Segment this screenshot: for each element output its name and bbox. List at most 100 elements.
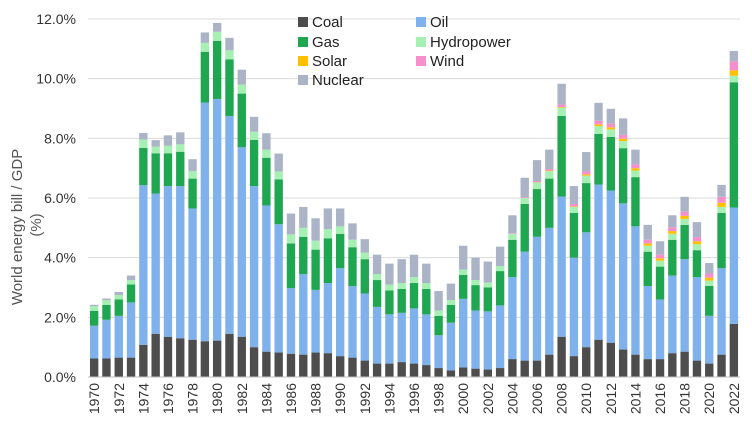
bar-segment-gas-1986 [287,243,295,288]
bar-segment-gas-1974 [139,148,147,185]
bar-segment-nuclear-1983 [250,117,258,132]
x-tick-label: 1996 [406,383,422,414]
bar-segment-nuclear-2018 [680,197,688,212]
bar-segment-coal-1994 [385,364,393,377]
x-tick-label: 1990 [332,383,348,414]
bar-segment-hydropower-2009 [570,207,578,213]
bar-segment-coal-1987 [299,355,307,377]
bar-segment-nuclear-1997 [422,264,430,283]
bar-segment-nuclear-1993 [373,255,381,274]
bar-segment-solar-2009 [570,206,578,207]
bar-segment-coal-2008 [557,337,565,377]
bar-segment-gas-2017 [668,240,676,276]
bar-segment-nuclear-1971 [102,299,110,301]
bar-segment-oil-1983 [250,186,258,347]
bar-segment-coal-1995 [398,362,406,377]
bar-segment-oil-2020 [705,316,713,364]
bar-segment-oil-1988 [311,290,319,353]
bar-segment-nuclear-1986 [287,214,295,235]
bar-segment-hydropower-1982 [238,85,246,94]
bar-segment-wind-2005 [521,197,529,198]
bar-segment-oil-2002 [484,311,492,369]
bar-segment-hydropower-2005 [521,198,529,204]
bar-segment-coal-2012 [607,343,615,377]
bar-segment-coal-1998 [434,368,442,377]
x-tick-label: 1976 [160,383,176,414]
bar-segment-gas-2011 [594,134,602,185]
y-axis-title-line-1: World energy bill / GDP [9,149,26,305]
legend-label-oil: Oil [430,14,448,31]
bar-segment-oil-2013 [619,203,627,349]
bar-segment-oil-2019 [693,277,701,361]
bar-segment-nuclear-2005 [521,178,529,197]
bar-segment-nuclear-1978 [188,159,196,171]
bar-segment-gas-1998 [434,316,442,335]
x-tick-label: 1992 [357,383,373,414]
bar-segment-hydropower-1985 [274,171,282,179]
bar-segment-gas-1997 [422,289,430,314]
bar-segment-wind-2018 [680,212,688,216]
bar-segment-oil-2017 [668,276,676,354]
x-tick-label: 2002 [480,383,496,414]
bar-segment-hydropower-2020 [705,281,713,286]
bar-segment-gas-2008 [557,116,565,197]
bar-segment-solar-2011 [594,124,602,126]
bar-segment-gas-2018 [680,225,688,259]
bar-segment-oil-2021 [717,268,725,355]
bar-segment-hydropower-2004 [508,234,516,240]
bar-segment-gas-2013 [619,148,627,203]
x-tick-label: 2000 [455,383,471,414]
bar-segment-wind-2019 [693,237,701,241]
bar-segment-oil-1985 [274,224,282,352]
bar-segment-gas-2019 [693,250,701,277]
bar-segment-gas-1990 [336,234,344,268]
bar-segment-nuclear-2022 [730,51,738,61]
y-tick-label: 4.0% [44,250,76,266]
bar-segment-coal-2021 [717,355,725,377]
bar-segment-coal-1982 [238,337,246,377]
bar-segment-wind-2013 [619,135,627,139]
bar-segment-wind-2006 [533,181,541,182]
bar-segment-hydropower-2011 [594,126,602,134]
x-tick-label: 2010 [578,383,594,414]
bar-segment-nuclear-1991 [348,223,356,239]
bar-segment-gas-1991 [348,247,356,286]
bar-segment-coal-2019 [693,361,701,377]
bar-segment-nuclear-2002 [484,262,492,283]
x-tick-label: 1972 [111,383,127,414]
bar-segment-nuclear-2007 [545,150,553,169]
bar-segment-coal-1974 [139,345,147,377]
bar-segment-hydropower-2008 [557,108,565,116]
bar-segment-coal-1971 [102,359,110,377]
bar-segment-gas-1982 [238,94,246,148]
legend-label-nuclear: Nuclear [312,72,364,89]
bar-segment-oil-1996 [410,308,418,363]
bar-segment-solar-2015 [644,243,652,245]
bar-segment-coal-2001 [471,369,479,377]
y-tick-label: 0.0% [44,369,76,385]
bar-segment-nuclear-1975 [151,140,159,147]
bar-segment-gas-2010 [582,183,590,232]
x-tick-label: 2008 [554,383,570,414]
bar-segment-nuclear-1989 [324,208,332,229]
bar-segment-oil-1995 [398,313,406,362]
bar-segment-hydropower-1997 [422,283,430,289]
x-tick-label: 1986 [283,383,299,414]
bar-segment-gas-1979 [201,52,209,103]
bar-segment-coal-1970 [90,359,98,377]
bar-segment-wind-2021 [717,197,725,203]
bar-segment-gas-1976 [164,153,172,186]
legend-label-gas: Gas [312,34,340,51]
bar-segment-coal-2014 [631,355,639,377]
bar-segment-hydropower-1978 [188,171,196,178]
bar-segment-hydropower-1998 [434,310,442,315]
bar-segment-gas-2000 [459,275,467,299]
x-tick-label: 1982 [234,383,250,414]
bar-segment-nuclear-2009 [570,186,578,204]
x-tick-label: 2016 [652,383,668,414]
bar-segment-oil-2006 [533,237,541,361]
bar-segment-coal-1996 [410,364,418,377]
bar-segment-nuclear-1972 [115,292,123,295]
bar-segment-gas-1988 [311,250,319,290]
